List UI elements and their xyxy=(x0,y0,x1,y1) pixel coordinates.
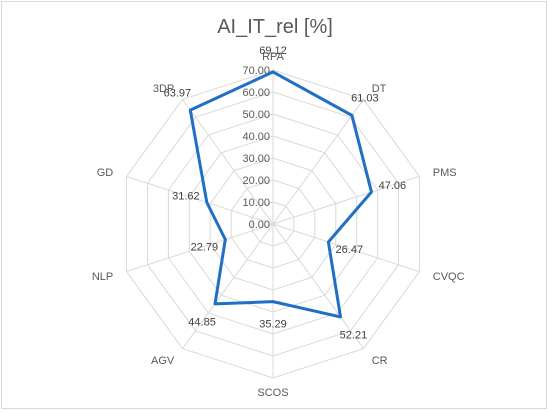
grid-spoke xyxy=(272,175,420,225)
category-label: PMS xyxy=(433,167,457,179)
grid-spoke xyxy=(272,223,364,349)
category-label: AGV xyxy=(151,355,175,367)
data-label: 44.85 xyxy=(188,317,216,329)
data-label: 26.47 xyxy=(336,244,364,256)
grid-spoke xyxy=(126,223,274,273)
data-label: 31.62 xyxy=(172,191,200,203)
tick-label: 0.00 xyxy=(249,219,270,231)
category-label: NLP xyxy=(92,271,113,283)
series-line xyxy=(188,70,373,319)
grid-spoke xyxy=(272,223,420,273)
data-labels: 69.12 61.03 47.06 26.47 52.21 35.29 44.85 22.79… xyxy=(164,45,407,342)
grid-spoke xyxy=(126,175,274,225)
grid-spoke xyxy=(182,99,274,225)
tick-label: 60.00 xyxy=(242,87,270,99)
data-label: 52.21 xyxy=(340,330,368,342)
category-label: RPA xyxy=(262,51,284,63)
category-label: DT xyxy=(372,83,387,95)
tick-label: 30.00 xyxy=(242,153,270,165)
category-label: CR xyxy=(372,355,388,367)
tick-label: 70.00 xyxy=(242,65,270,77)
grid-spoke xyxy=(182,223,274,349)
data-label: 47.06 xyxy=(379,180,407,192)
category-label: 3DP xyxy=(153,83,174,95)
chart-title: AI_IT_rel [%] xyxy=(217,16,333,38)
tick-label: 10.00 xyxy=(242,197,270,209)
tick-label: 20.00 xyxy=(242,175,270,187)
tick-labels: 0.00 10.00 20.00 30.00 40.00 50.00 60.00 70.00 xyxy=(242,65,270,231)
tick-label: 50.00 xyxy=(242,109,270,121)
grid-layer xyxy=(126,69,420,379)
data-label: 35.29 xyxy=(259,319,287,331)
data-label: 69.12 xyxy=(259,45,287,57)
category-labels: RPA DT PMS CVQC CR SCOS AGV NLP GD 3DP xyxy=(92,51,465,399)
category-label: CVQC xyxy=(433,271,465,283)
tick-label: 40.00 xyxy=(242,131,270,143)
series-layer xyxy=(188,70,373,319)
category-label: GD xyxy=(97,167,114,179)
data-label: 63.97 xyxy=(164,87,192,99)
data-label: 22.79 xyxy=(191,241,219,253)
data-label: 61.03 xyxy=(351,93,379,105)
grid-spoke xyxy=(272,99,364,225)
category-label: SCOS xyxy=(257,387,288,399)
